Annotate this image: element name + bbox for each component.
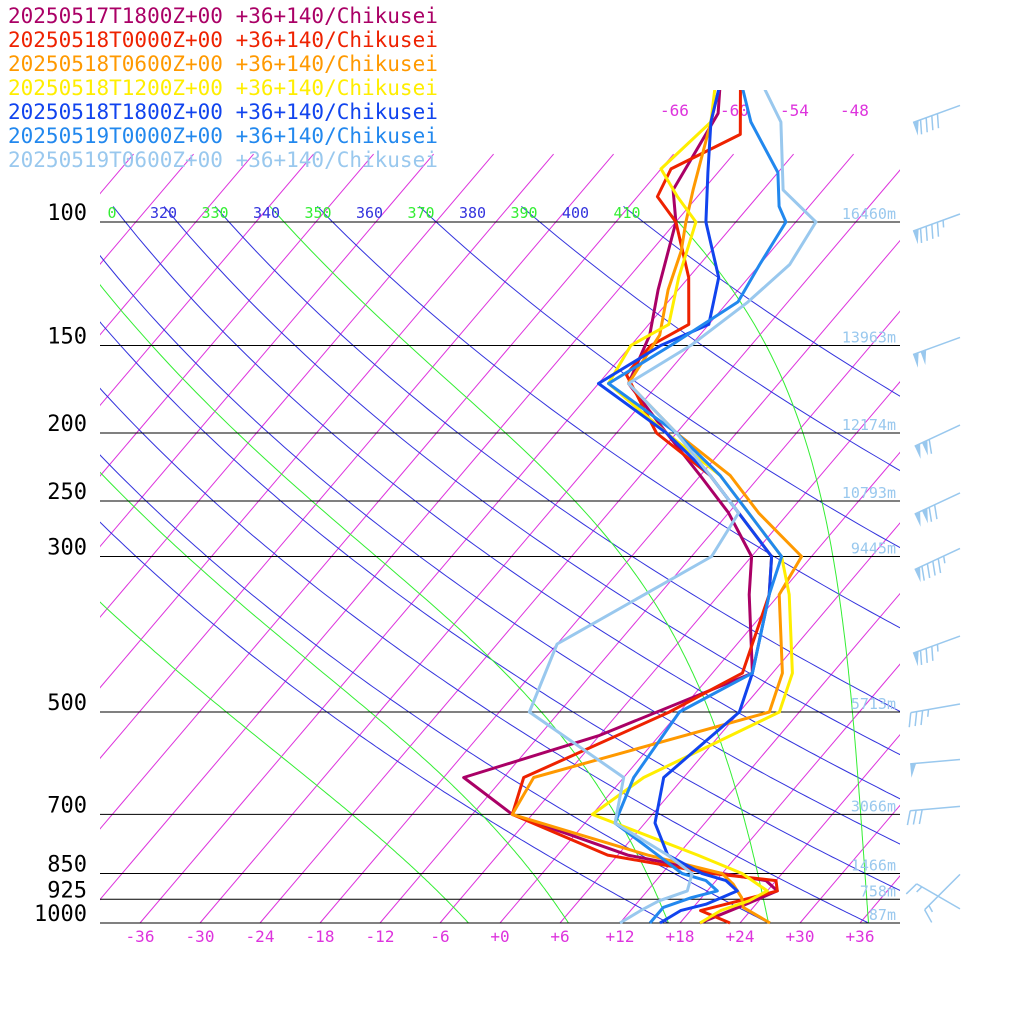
height-label: 9445m	[851, 539, 896, 557]
pressure-label: 500	[47, 691, 87, 716]
height-label: 16460m	[842, 205, 896, 223]
temperature-tick-label: -30	[186, 927, 215, 946]
theta-label: 360	[356, 204, 383, 222]
pressure-label: 300	[47, 535, 87, 560]
wind-barb-feather	[937, 222, 938, 237]
wind-barb-feather	[932, 224, 933, 239]
legend-entry: 20250518T0000Z+00 +36+140/Chikusei	[8, 28, 438, 52]
legend-entry: 20250519T0000Z+00 +36+140/Chikusei	[8, 124, 438, 148]
temperature-tick-label: +24	[726, 927, 755, 946]
height-label: 87m	[869, 906, 896, 924]
theta-label: 380	[459, 204, 486, 222]
temperature-tick-label: +36	[846, 927, 875, 946]
pressure-label: 1000	[34, 902, 87, 927]
temperature-tick-label: -12	[366, 927, 395, 946]
height-label: 1466m	[851, 857, 896, 875]
wind-barb-feather	[921, 650, 922, 665]
pressure-label: 250	[47, 480, 87, 505]
legend-entry: 20250517T1800Z+00 +36+140/Chikusei	[8, 4, 438, 28]
height-label: 12174m	[842, 416, 896, 434]
height-label: 5713m	[851, 695, 896, 713]
isotherm-label: -66	[660, 101, 689, 120]
temperature-tick-label: +0	[490, 927, 509, 946]
theta-label: 330	[201, 204, 228, 222]
height-label: 10793m	[842, 484, 896, 502]
theta-label: 320	[150, 204, 177, 222]
wind-barb-half-feather	[943, 220, 944, 227]
isotherm-label: -48	[840, 101, 869, 120]
wind-barb-feather	[926, 118, 927, 133]
pressure-label: 100	[47, 201, 87, 226]
theta-label: 0	[107, 204, 116, 222]
theta-label: 400	[562, 204, 589, 222]
legend-entry: 20250518T1200Z+00 +36+140/Chikusei	[8, 76, 438, 100]
wind-barb-feather	[921, 228, 922, 243]
temperature-tick-label: +12	[606, 927, 635, 946]
pressure-label: 150	[47, 324, 87, 349]
wind-barb-half-feather	[928, 710, 929, 717]
wind-barb-feather	[932, 646, 933, 661]
wind-barb-half-feather	[937, 644, 938, 651]
theta-label: 410	[613, 204, 640, 222]
theta-label: 390	[510, 204, 537, 222]
theta-label: 370	[407, 204, 434, 222]
height-label: 758m	[860, 882, 896, 900]
legend-entry: 20250519T0600Z+00 +36+140/Chikusei	[8, 148, 438, 172]
isotherm-label: -60	[720, 101, 749, 120]
pressure-label: 925	[47, 878, 87, 903]
legend-entry: 20250518T0600Z+00 +36+140/Chikusei	[8, 52, 438, 76]
wind-barb-feather	[926, 226, 927, 241]
theta-label: 350	[304, 204, 331, 222]
wind-barb-feather	[932, 116, 933, 131]
height-label: 13963m	[842, 328, 896, 346]
wind-barb-feather	[921, 120, 922, 135]
temperature-tick-label: +30	[786, 927, 815, 946]
legend-entry: 20250518T1800Z+00 +36+140/Chikusei	[8, 100, 438, 124]
wind-barb-feather	[937, 114, 938, 129]
temperature-tick-label: +18	[666, 927, 695, 946]
temperature-tick-label: -24	[246, 927, 275, 946]
temperature-tick-label: -6	[430, 927, 449, 946]
pressure-label: 700	[47, 793, 87, 818]
temperature-tick-label: -18	[306, 927, 335, 946]
height-label: 3066m	[851, 797, 896, 815]
pressure-label: 200	[47, 412, 87, 437]
legend: 20250517T1800Z+00 +36+140/Chikusei202505…	[8, 4, 438, 172]
pressure-label: 850	[47, 853, 87, 878]
isotherm-label: -54	[780, 101, 809, 120]
wind-barb-feather	[926, 648, 927, 663]
temperature-tick-label: +6	[550, 927, 569, 946]
temperature-tick-label: -36	[126, 927, 155, 946]
theta-label: 340	[253, 204, 280, 222]
